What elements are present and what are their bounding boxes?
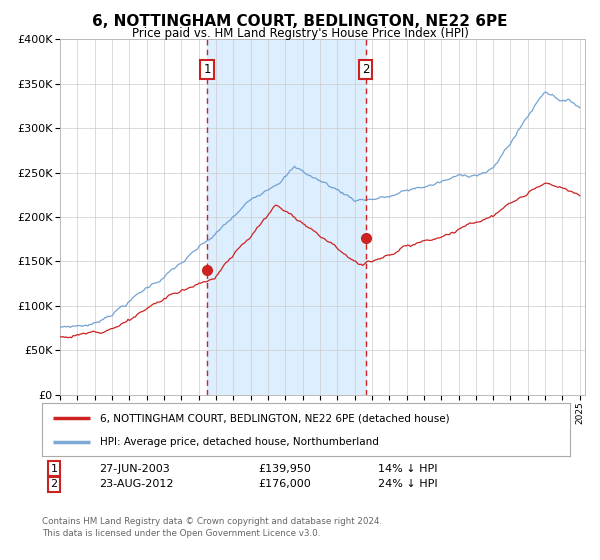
Text: 23-AUG-2012: 23-AUG-2012 [99, 479, 173, 489]
Text: 14% ↓ HPI: 14% ↓ HPI [378, 464, 437, 474]
Bar [207, 39, 365, 395]
Text: £176,000: £176,000 [258, 479, 311, 489]
Text: 2: 2 [50, 479, 58, 489]
Text: This data is licensed under the Open Government Licence v3.0.: This data is licensed under the Open Gov… [42, 529, 320, 538]
Text: Price paid vs. HM Land Registry's House Price Index (HPI): Price paid vs. HM Land Registry's House … [131, 27, 469, 40]
Text: Contains HM Land Registry data © Crown copyright and database right 2024.: Contains HM Land Registry data © Crown c… [42, 516, 382, 526]
Text: 1: 1 [203, 63, 211, 76]
Text: HPI: Average price, detached house, Northumberland: HPI: Average price, detached house, Nort… [100, 436, 379, 446]
Text: 6, NOTTINGHAM COURT, BEDLINGTON, NE22 6PE: 6, NOTTINGHAM COURT, BEDLINGTON, NE22 6P… [92, 14, 508, 29]
Text: 2: 2 [362, 63, 370, 76]
Text: 6, NOTTINGHAM COURT, BEDLINGTON, NE22 6PE (detached house): 6, NOTTINGHAM COURT, BEDLINGTON, NE22 6P… [100, 413, 450, 423]
Text: 1: 1 [50, 464, 58, 474]
Text: £139,950: £139,950 [258, 464, 311, 474]
Text: 27-JUN-2003: 27-JUN-2003 [99, 464, 170, 474]
Text: 24% ↓ HPI: 24% ↓ HPI [378, 479, 437, 489]
